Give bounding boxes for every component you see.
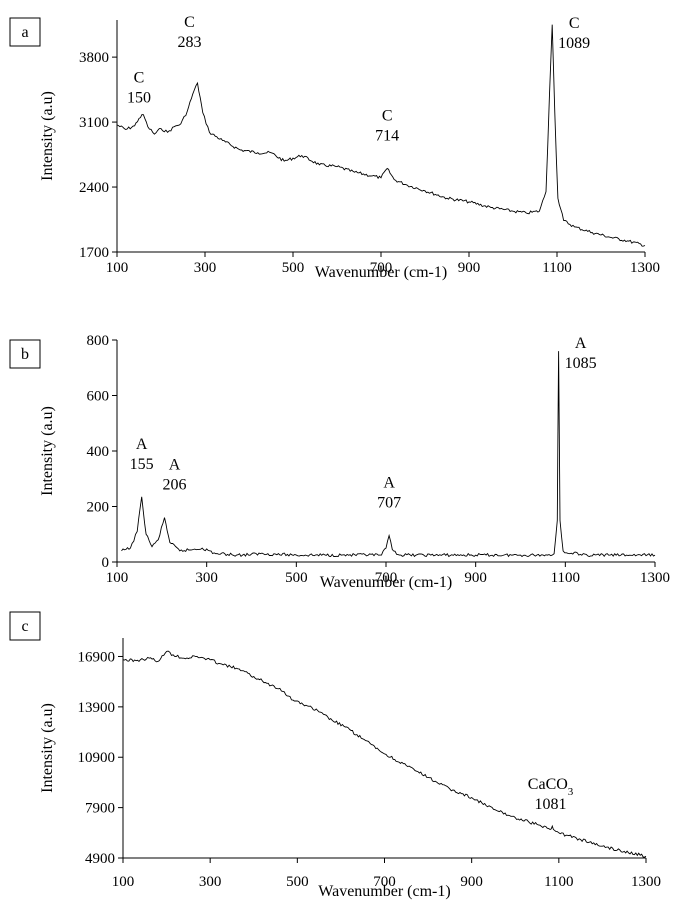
peak-letter: CaCO3 [528, 776, 574, 798]
y-axis-label: Intensity (a.u) [39, 703, 56, 793]
y-tick-label: 2400 [79, 180, 109, 196]
peak-letter: C [184, 14, 195, 31]
panel-label-box [9, 611, 41, 641]
x-tick-label: 900 [464, 570, 487, 586]
y-tick-label: 3100 [79, 115, 109, 131]
spectrum-line [116, 24, 646, 247]
y-tick-label: 1700 [79, 245, 109, 261]
y-tick-label: 600 [87, 389, 110, 405]
peak-annotation: C 150 [127, 69, 151, 106]
y-tick-label: 4900 [85, 851, 115, 867]
panel-label: c [21, 618, 28, 635]
x-tick-label: 1300 [640, 570, 670, 586]
x-tick-label: 500 [282, 260, 305, 276]
peak-annotation: A 1085 [565, 335, 597, 372]
peak-letter: A [575, 335, 587, 352]
peak-value: 155 [130, 456, 154, 473]
x-tick-label: 1300 [631, 874, 661, 890]
x-tick-label: 100 [106, 570, 129, 586]
x-tick-label: 700 [370, 260, 393, 276]
peak-annotation: C 1089 [558, 15, 590, 52]
y-tick-label: 0 [102, 555, 110, 571]
peak-annotation: A 155 [130, 436, 154, 473]
peak-letter: A [383, 475, 395, 492]
peak-annotation: C 283 [178, 14, 202, 51]
y-tick-label: 200 [87, 500, 110, 516]
peak-value: 1085 [565, 355, 597, 372]
y-tick-label: 3800 [79, 50, 109, 66]
peak-letter-subscript: 3 [568, 786, 574, 798]
peak-value: 1081 [535, 796, 567, 813]
x-tick-label: 500 [286, 874, 309, 890]
y-axis-label: Intensity (a.u) [39, 406, 56, 496]
x-tick-label: 900 [458, 260, 481, 276]
x-axis-label: Wavenumber (cm-1) [318, 883, 450, 900]
peak-annotation: A 206 [163, 457, 187, 494]
spectrum-line [121, 351, 656, 558]
peak-letter: A [169, 457, 181, 474]
x-tick-label: 700 [375, 570, 398, 586]
x-tick-label: 1100 [542, 260, 571, 276]
peak-value: 283 [178, 34, 202, 51]
peak-value: 150 [127, 89, 151, 106]
y-tick-label: 400 [87, 444, 110, 460]
x-tick-label: 1300 [630, 260, 660, 276]
y-tick-label: 10900 [78, 750, 116, 766]
x-tick-label: 100 [112, 874, 135, 890]
y-tick-label: 13900 [78, 700, 116, 716]
peak-annotation: A 707 [377, 475, 401, 512]
x-tick-label: 1100 [551, 570, 580, 586]
y-tick-label: 7900 [85, 801, 115, 817]
peak-letter: C [134, 69, 145, 86]
x-tick-label: 1100 [544, 874, 573, 890]
panel-label-box [9, 339, 41, 369]
spectrum-line [122, 650, 647, 858]
peak-value: 206 [163, 477, 187, 494]
x-tick-label: 300 [195, 570, 218, 586]
panel-c: c 100 300 500 700 900 1100 1300 4900 7900 10900 139… [9, 611, 661, 900]
y-tick-label: 800 [87, 333, 110, 349]
panel-b: b 100 300 500 700 900 1100 1300 0 200 400 600 800 Wav… [9, 333, 670, 591]
peak-value: 707 [377, 495, 401, 512]
panel-label: b [21, 346, 29, 363]
panel-label: a [21, 24, 28, 41]
peak-value: 1089 [558, 35, 590, 52]
x-tick-label: 500 [285, 570, 308, 586]
x-axis-label: Wavenumber (cm-1) [320, 574, 452, 591]
x-tick-label: 700 [373, 874, 396, 890]
x-tick-label: 300 [199, 874, 222, 890]
peak-letter: A [136, 436, 148, 453]
peak-letter: C [382, 107, 393, 124]
peak-value: 714 [375, 127, 399, 144]
x-tick-label: 100 [106, 260, 129, 276]
panel-a: a 100 300 500 700 900 1100 1300 1700 2400 3100 3800… [9, 14, 660, 281]
x-tick-label: 300 [194, 260, 217, 276]
x-axis-label: Wavenumber (cm-1) [315, 264, 447, 281]
y-axis-label: Intensity (a.u) [39, 91, 56, 181]
peak-annotation: C 714 [375, 107, 399, 144]
y-tick-label: 16900 [78, 649, 116, 665]
peak-letter: C [569, 15, 580, 32]
x-tick-label: 900 [460, 874, 483, 890]
panel-label-box [9, 17, 41, 47]
